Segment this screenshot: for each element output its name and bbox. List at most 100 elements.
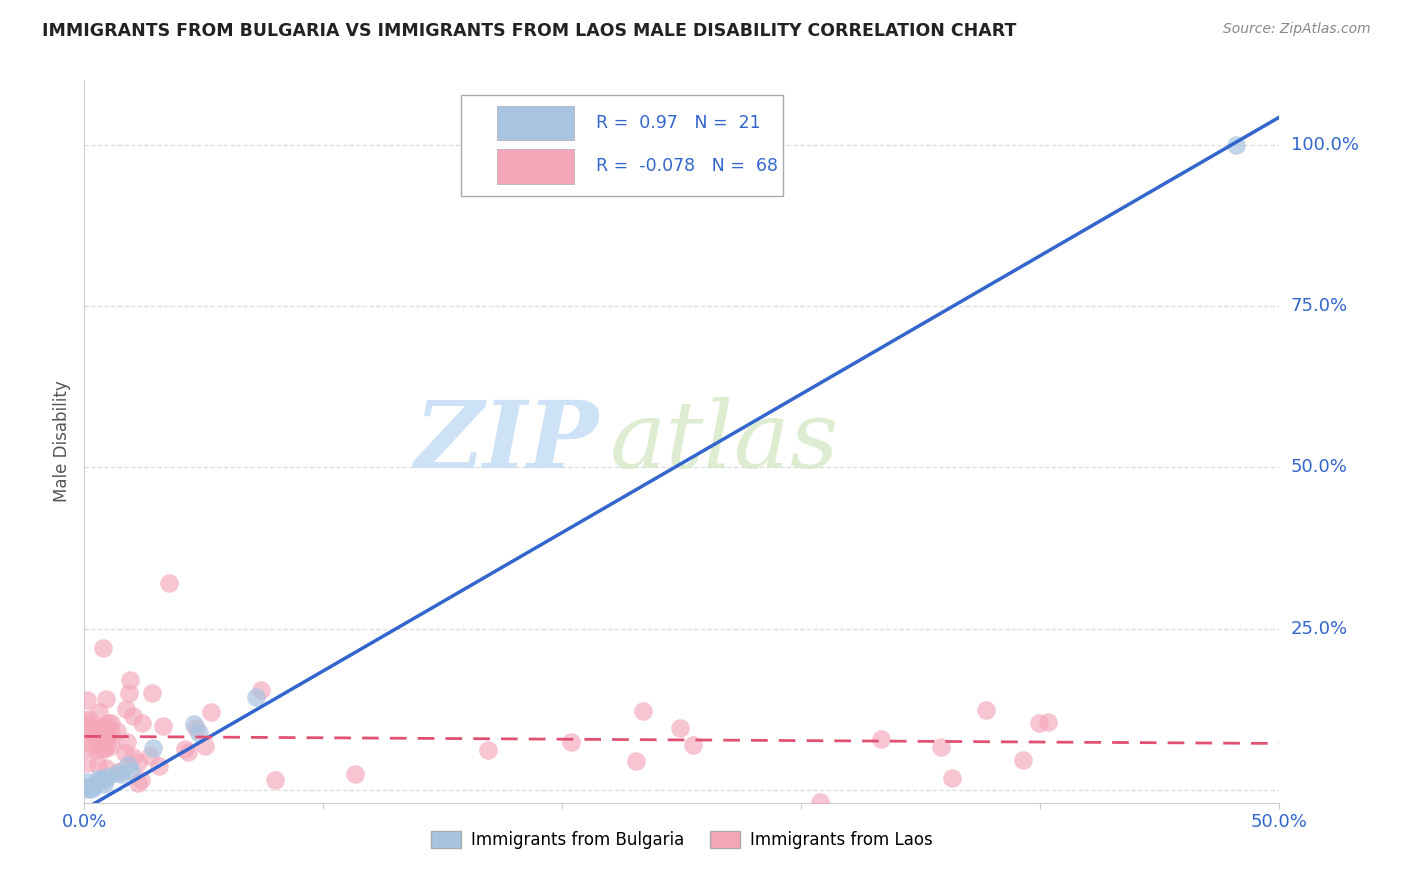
Point	[1011, 753, 1033, 767]
Point	[93, 773, 115, 788]
Point	[76, 724, 98, 739]
Text: ZIP: ZIP	[413, 397, 599, 486]
Point	[86, 758, 108, 772]
Point	[245, 690, 267, 704]
Point	[560, 735, 582, 749]
Point	[264, 773, 287, 788]
Point	[110, 764, 132, 778]
Point	[122, 709, 145, 723]
Point	[76, 693, 98, 707]
Point	[120, 764, 142, 779]
Point	[148, 759, 170, 773]
Point	[96, 692, 118, 706]
Point	[90, 772, 112, 787]
Point	[344, 767, 367, 781]
Point	[115, 735, 138, 749]
Point	[96, 730, 118, 744]
Point	[93, 740, 115, 755]
Point	[250, 683, 273, 698]
Point	[1225, 137, 1247, 152]
Text: 25.0%: 25.0%	[1291, 620, 1348, 638]
FancyBboxPatch shape	[496, 149, 575, 184]
Text: R =  -0.078   N =  68: R = -0.078 N = 68	[596, 157, 778, 175]
Point	[80, 737, 103, 751]
Text: IMMIGRANTS FROM BULGARIA VS IMMIGRANTS FROM LAOS MALE DISABILITY CORRELATION CHA: IMMIGRANTS FROM BULGARIA VS IMMIGRANTS F…	[42, 22, 1017, 40]
Point	[157, 576, 180, 591]
Text: 100.0%: 100.0%	[1291, 136, 1358, 153]
Point	[83, 780, 105, 794]
Point	[142, 741, 165, 756]
Point	[105, 723, 128, 738]
Point	[93, 718, 115, 732]
Text: R =  0.97   N =  21: R = 0.97 N = 21	[596, 114, 761, 132]
Point	[152, 719, 174, 733]
Point	[624, 754, 647, 768]
Point	[118, 673, 141, 687]
Point	[76, 775, 98, 789]
Point	[121, 749, 143, 764]
Text: atlas: atlas	[610, 397, 839, 486]
Point	[96, 761, 118, 775]
Point	[682, 738, 704, 752]
Point	[100, 739, 122, 754]
Point	[870, 731, 893, 746]
Point	[477, 743, 499, 757]
Point	[82, 778, 104, 792]
Point	[184, 721, 207, 735]
Point	[669, 721, 692, 735]
Point	[1028, 716, 1050, 731]
Point	[118, 686, 141, 700]
Point	[114, 702, 136, 716]
Point	[200, 705, 222, 719]
Point	[87, 772, 110, 786]
Point	[83, 728, 105, 742]
Point	[79, 719, 101, 733]
Point	[76, 714, 98, 729]
Point	[173, 741, 195, 756]
Point	[193, 739, 215, 754]
Point	[93, 640, 115, 655]
Point	[188, 726, 211, 740]
Point	[80, 782, 103, 797]
Text: Source: ZipAtlas.com: Source: ZipAtlas.com	[1223, 22, 1371, 37]
Point	[114, 746, 136, 760]
Point	[86, 743, 108, 757]
Point	[89, 705, 111, 719]
Point	[808, 795, 831, 809]
Point	[97, 716, 120, 731]
Point	[86, 725, 108, 739]
Point	[131, 716, 153, 731]
Point	[941, 771, 963, 785]
Point	[100, 726, 122, 740]
Point	[929, 739, 952, 754]
Point	[105, 766, 128, 780]
Point	[76, 780, 98, 794]
Point	[141, 685, 163, 699]
Point	[80, 739, 103, 754]
Point	[90, 772, 112, 786]
Point	[177, 745, 200, 759]
Point	[117, 758, 139, 772]
Point	[87, 721, 110, 735]
Point	[1036, 714, 1059, 729]
Point	[633, 704, 655, 718]
Point	[127, 776, 149, 790]
Point	[93, 742, 115, 756]
Text: 75.0%: 75.0%	[1291, 297, 1348, 315]
Point	[96, 738, 118, 752]
Point	[127, 755, 149, 769]
Point	[139, 749, 162, 764]
Point	[974, 703, 997, 717]
FancyBboxPatch shape	[496, 105, 575, 140]
Point	[76, 756, 98, 770]
Point	[131, 773, 153, 788]
Point	[100, 716, 122, 731]
Point	[79, 713, 101, 727]
Legend: Immigrants from Bulgaria, Immigrants from Laos: Immigrants from Bulgaria, Immigrants fro…	[425, 824, 939, 856]
Point	[93, 719, 115, 733]
Point	[76, 782, 98, 797]
FancyBboxPatch shape	[461, 95, 783, 196]
Text: 50.0%: 50.0%	[1291, 458, 1347, 476]
Point	[183, 717, 205, 731]
Point	[110, 767, 132, 781]
